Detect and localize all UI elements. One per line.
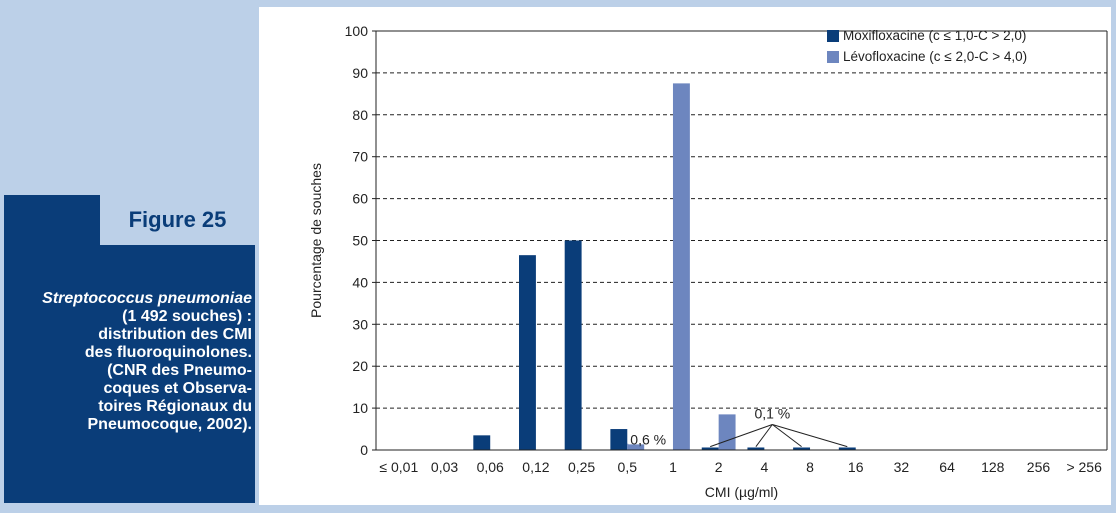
y-tick-label: 60 <box>352 191 368 207</box>
x-tick-label: 0,03 <box>431 459 458 475</box>
legend-swatch-moxifloxacine <box>827 29 839 42</box>
x-tick-label: 128 <box>981 459 1005 475</box>
annotation-0-1-percent: 0,1 % <box>754 406 790 422</box>
bar-moxifloxacine <box>701 447 719 450</box>
x-tick-label: 8 <box>806 459 814 475</box>
legend-label-levofloxacine: Lévofloxacine (c ≤ 2,0-C > 4,0) <box>843 49 1028 64</box>
legend-item-levofloxacine: Lévofloxacine (c ≤ 2,0-C > 4,0) <box>827 46 1027 67</box>
x-tick-label: ≤ 0,01 <box>379 459 418 475</box>
figure-caption: Streptococcus pneumoniae (1 492 souches)… <box>4 290 252 434</box>
chart-panel: 0 10 20 30 40 50 60 70 80 90 100 ≤ 0,01 0,03 0,06 0,12… <box>259 7 1111 505</box>
caption-species: Streptococcus pneumoniae <box>42 290 252 307</box>
x-tick-label: 0,06 <box>477 459 504 475</box>
y-tick-label: 50 <box>352 233 368 249</box>
bar-moxifloxacine <box>564 240 582 450</box>
bar-levofloxacine <box>718 414 736 450</box>
legend-label-moxifloxacine: Moxifloxacine (c ≤ 1,0-C > 2,0) <box>843 28 1027 43</box>
annotation-leader-line <box>710 424 773 448</box>
y-tick-label: 90 <box>352 65 368 81</box>
y-tick-label: 70 <box>352 149 368 165</box>
y-tick-label: 10 <box>352 400 368 416</box>
x-tick-label: 4 <box>760 459 768 475</box>
caption-line: des fluoroquinolones. <box>84 344 252 361</box>
x-tick-label: 16 <box>848 459 864 475</box>
bar-moxifloxacine <box>519 255 536 450</box>
caption-line: toires Régionaux du <box>98 398 252 415</box>
x-tick-label: 0,12 <box>522 459 549 475</box>
bar-moxifloxacine <box>473 435 491 450</box>
x-tick-label: 2 <box>715 459 723 475</box>
annotation-leader-line <box>755 424 773 447</box>
chart-legend: Moxifloxacine (c ≤ 1,0-C > 2,0) Lévoflox… <box>827 25 1027 67</box>
y-tick-label: 80 <box>352 107 368 123</box>
figure-label: Figure 25 <box>100 195 255 245</box>
caption-line: (1 492 souches) : <box>122 308 252 325</box>
y-tick-label: 100 <box>345 23 369 39</box>
y-tick-label: 40 <box>352 274 368 290</box>
bar-moxifloxacine <box>838 447 856 450</box>
annotation-leader-line <box>772 424 802 448</box>
caption-line: distribution des CMI <box>98 326 252 343</box>
bar-moxifloxacine <box>793 447 811 450</box>
y-tick-label: 30 <box>352 316 368 332</box>
caption-line: coques et Observa- <box>103 380 253 397</box>
y-tick-label: 20 <box>352 358 368 374</box>
x-axis-title: CMI (µg/ml) <box>705 484 778 500</box>
legend-item-moxifloxacine: Moxifloxacine (c ≤ 1,0-C > 2,0) <box>827 25 1027 46</box>
x-tick-label: 32 <box>894 459 910 475</box>
x-tick-label: 64 <box>939 459 955 475</box>
x-tick-label: > 256 <box>1066 459 1102 475</box>
bar-levofloxacine <box>627 443 645 450</box>
annotation-background <box>628 427 654 445</box>
x-tick-label: 256 <box>1027 459 1051 475</box>
mic-distribution-chart: 0 10 20 30 40 50 60 70 80 90 100 ≤ 0,01 0,03 0,06 0,12… <box>308 23 1108 500</box>
bar-moxifloxacine <box>610 429 628 450</box>
x-tick-label: 0,5 <box>618 459 638 475</box>
caption-panel <box>4 195 255 503</box>
bar-moxifloxacine <box>747 447 765 450</box>
caption-line: (CNR des Pneumo- <box>107 362 252 379</box>
x-tick-label: 1 <box>669 459 677 475</box>
y-tick-label: 0 <box>360 442 368 458</box>
y-axis-title: Pourcentage de souches <box>308 163 324 318</box>
legend-swatch-levofloxacine <box>827 50 839 63</box>
annotation-0-6-percent: 0,6 % <box>630 432 666 448</box>
x-tick-label: 0,25 <box>568 459 595 475</box>
caption-line: Pneumocoque, 2002). <box>87 416 253 433</box>
bar-levofloxacine <box>672 83 690 450</box>
annotation-leader-line <box>772 424 848 448</box>
